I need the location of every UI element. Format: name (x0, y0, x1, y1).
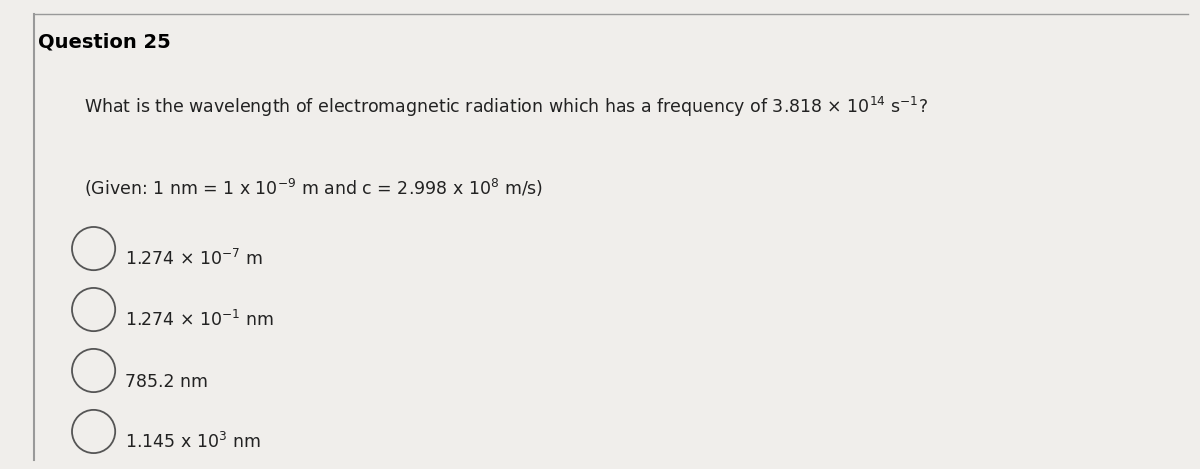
Text: 1.274 × 10$^{-7}$ m: 1.274 × 10$^{-7}$ m (125, 249, 263, 269)
Text: 1.274 × 10$^{-1}$ nm: 1.274 × 10$^{-1}$ nm (125, 310, 274, 330)
Text: 1.145 x 10$^{3}$ nm: 1.145 x 10$^{3}$ nm (125, 432, 260, 452)
Text: (Given: 1 nm = 1 x 10$^{-9}$ m and c = 2.998 x 10$^{8}$ m/s): (Given: 1 nm = 1 x 10$^{-9}$ m and c = 2… (84, 176, 544, 199)
Text: What is the wavelength of electromagnetic radiation which has a frequency of 3.8: What is the wavelength of electromagneti… (84, 94, 928, 119)
Text: 785.2 nm: 785.2 nm (125, 373, 208, 391)
Text: Question 25: Question 25 (38, 33, 172, 52)
